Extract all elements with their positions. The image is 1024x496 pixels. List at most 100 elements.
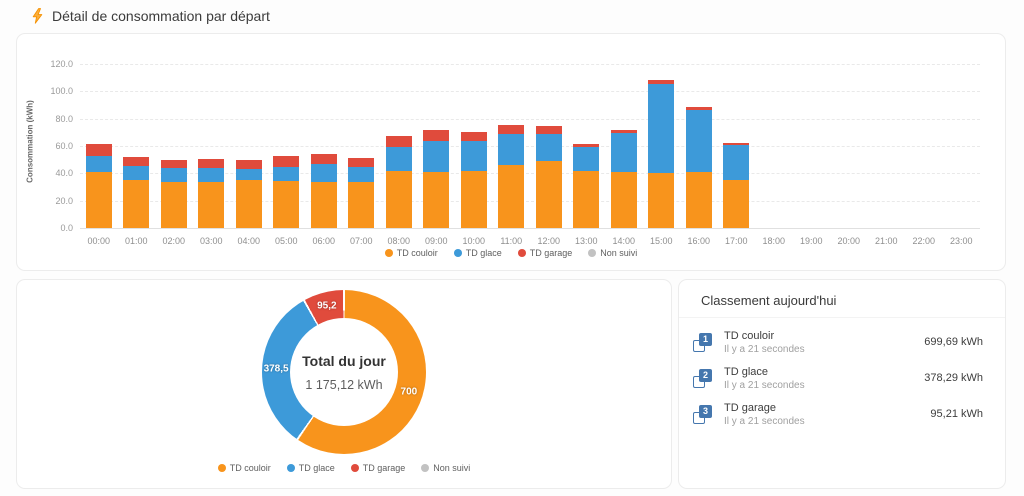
bar-segment-td-glace[interactable] — [160, 167, 187, 182]
bar-segment-td-glace[interactable] — [460, 140, 487, 171]
ranking-row-td-couloir[interactable]: 1 TD couloir Il y a 21 secondes 699,69 kWh — [693, 324, 983, 360]
bar-segment-td-couloir[interactable] — [685, 171, 712, 228]
legend-item-non-suivi[interactable]: Non suivi — [588, 248, 637, 258]
bar-segment-td-glace[interactable] — [535, 134, 562, 162]
donut-chart[interactable]: Total du jour 1 175,12 kWh 700 378,5 95,2 — [262, 290, 426, 454]
bar-segment-td-glace[interactable] — [610, 133, 637, 172]
bar-segment-td-couloir[interactable] — [348, 181, 375, 228]
bar-segment-td-couloir[interactable] — [273, 180, 300, 228]
bar-stack-12:00[interactable] — [535, 125, 562, 228]
bar-segment-td-glace[interactable] — [273, 166, 300, 181]
bar-segment-td-garage[interactable] — [573, 143, 600, 147]
bar-segment-td-garage[interactable] — [535, 125, 562, 135]
bar-stack-17:00[interactable] — [723, 142, 750, 228]
bar-stack-02:00[interactable] — [160, 159, 187, 228]
bar-segment-td-garage[interactable] — [685, 107, 712, 111]
bar-stack-11:00[interactable] — [498, 124, 525, 228]
x-tick-label: 13:00 — [574, 236, 598, 246]
bar-stack-14:00[interactable] — [610, 130, 637, 228]
rank-info: TD garage Il y a 21 secondes — [724, 402, 805, 427]
bar-segment-td-couloir[interactable] — [198, 181, 225, 228]
bar-segment-td-glace[interactable] — [573, 146, 600, 171]
rank-number: 3 — [699, 404, 712, 418]
bar-segment-td-couloir[interactable] — [460, 170, 487, 228]
bar-segment-td-garage[interactable] — [423, 130, 450, 141]
bar-segment-td-garage[interactable] — [160, 159, 187, 168]
bar-stack-06:00[interactable] — [310, 154, 337, 228]
bar-segment-td-couloir[interactable] — [723, 180, 750, 228]
rank-badge-icon: 2 — [693, 368, 712, 388]
bar-segment-td-glace[interactable] — [348, 167, 375, 182]
bar-segment-td-glace[interactable] — [123, 165, 150, 181]
bar-segment-td-glace[interactable] — [685, 110, 712, 172]
bar-stack-08:00[interactable] — [385, 135, 412, 228]
bar-segment-td-glace[interactable] — [723, 144, 750, 181]
bar-segment-td-garage[interactable] — [85, 143, 112, 156]
legend-item-non-suivi[interactable]: Non suivi — [421, 463, 470, 473]
bar-segment-td-glace[interactable] — [85, 155, 112, 172]
ranking-title: Classement aujourd'hui — [679, 280, 1005, 318]
bar-segment-td-garage[interactable] — [385, 135, 412, 147]
bar-stack-15:00[interactable] — [648, 80, 675, 228]
donut-slice-label-td-couloir: 700 — [400, 386, 418, 398]
bar-stack-01:00[interactable] — [123, 156, 150, 228]
bar-stack-09:00[interactable] — [423, 130, 450, 228]
bar-segment-td-couloir[interactable] — [573, 170, 600, 228]
bar-segment-td-garage[interactable] — [310, 154, 337, 165]
x-tick-label: 22:00 — [912, 236, 936, 246]
legend-item-td-couloir[interactable]: TD couloir — [384, 248, 438, 258]
bar-stack-05:00[interactable] — [273, 156, 300, 228]
bar-segment-td-glace[interactable] — [648, 83, 675, 174]
legend-item-td-couloir[interactable]: TD couloir — [217, 463, 271, 473]
ranking-row-td-glace[interactable]: 2 TD glace Il y a 21 secondes 378,29 kWh — [693, 360, 983, 396]
legend-item-td-glace[interactable]: TD glace — [286, 463, 335, 473]
legend-item-td-glace[interactable]: TD glace — [453, 248, 502, 258]
bar-stack-03:00[interactable] — [198, 159, 225, 228]
bar-stack-16:00[interactable] — [685, 107, 712, 228]
rank-value: 699,69 kWh — [924, 336, 983, 348]
bar-segment-td-garage[interactable] — [123, 156, 150, 166]
bar-segment-td-couloir[interactable] — [310, 182, 337, 228]
y-tick-label: 20.0 — [55, 195, 73, 206]
bar-stack-07:00[interactable] — [348, 158, 375, 228]
bar-segment-td-couloir[interactable] — [610, 171, 637, 228]
legend-label: TD glace — [465, 248, 502, 258]
bar-stack-10:00[interactable] — [460, 132, 487, 228]
bar-segment-td-garage[interactable] — [460, 132, 487, 141]
legend-item-td-garage[interactable]: TD garage — [517, 248, 572, 258]
bar-segment-td-couloir[interactable] — [498, 165, 525, 228]
rank-name: TD couloir — [724, 329, 775, 342]
bar-segment-td-glace[interactable] — [198, 167, 225, 182]
bar-segment-td-garage[interactable] — [235, 160, 262, 169]
bar-segment-td-garage[interactable] — [610, 130, 637, 134]
bar-segment-td-garage[interactable] — [348, 158, 375, 168]
bar-segment-td-glace[interactable] — [385, 146, 412, 171]
bar-segment-td-garage[interactable] — [273, 156, 300, 167]
bar-segment-td-couloir[interactable] — [648, 173, 675, 228]
bar-segment-td-couloir[interactable] — [235, 180, 262, 228]
gridline-100 — [80, 91, 980, 93]
bar-segment-td-couloir[interactable] — [423, 171, 450, 228]
legend-item-td-garage[interactable]: TD garage — [350, 463, 405, 473]
bar-segment-td-couloir[interactable] — [123, 180, 150, 228]
legend-label: TD glace — [298, 463, 335, 473]
bar-segment-td-garage[interactable] — [723, 142, 750, 145]
bar-segment-td-garage[interactable] — [648, 80, 675, 84]
bar-segment-td-garage[interactable] — [198, 159, 225, 168]
bar-segment-td-couloir[interactable] — [85, 171, 112, 228]
bar-stack-04:00[interactable] — [235, 160, 262, 228]
bar-segment-td-glace[interactable] — [235, 168, 262, 181]
bar-stack-13:00[interactable] — [573, 143, 600, 228]
ranking-row-td-garage[interactable]: 3 TD garage Il y a 21 secondes 95,21 kWh — [693, 396, 983, 432]
bar-segment-td-couloir[interactable] — [160, 181, 187, 228]
legend-dot — [588, 249, 597, 257]
donut-center: Total du jour 1 175,12 kWh — [290, 318, 398, 426]
bar-segment-td-couloir[interactable] — [535, 161, 562, 228]
bar-segment-td-garage[interactable] — [498, 124, 525, 134]
bar-segment-td-couloir[interactable] — [385, 170, 412, 228]
bar-segment-td-glace[interactable] — [310, 164, 337, 183]
bar-segment-td-glace[interactable] — [498, 133, 525, 166]
bar-segment-td-glace[interactable] — [423, 140, 450, 172]
bar-stack-00:00[interactable] — [85, 143, 112, 228]
y-tick-label: 60.0 — [55, 141, 73, 151]
